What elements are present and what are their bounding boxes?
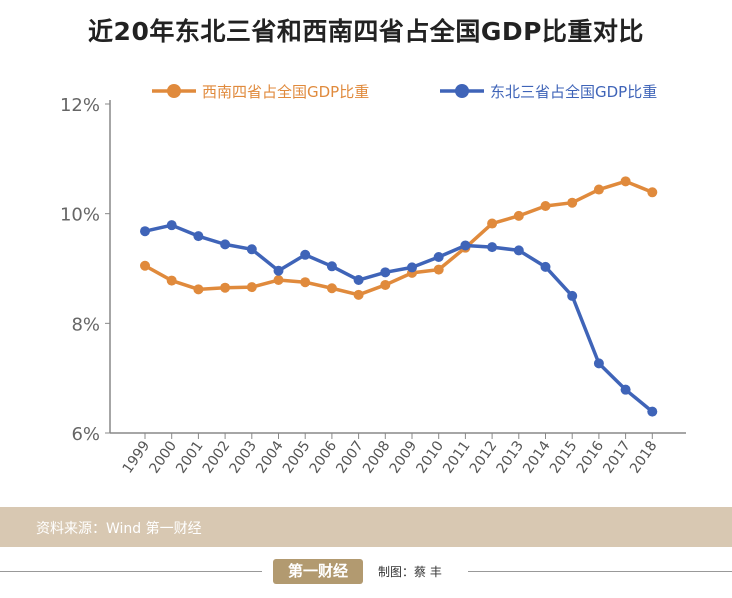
source-bar: 资料来源：Wind 第一财经	[0, 507, 732, 547]
data-point	[513, 210, 524, 221]
y-tick-label: 8%	[71, 314, 100, 335]
x-tick-label: 2016	[574, 438, 608, 476]
data-point	[647, 406, 658, 417]
data-point	[593, 358, 604, 369]
x-tick-label: 1999	[120, 438, 154, 476]
x-tick-label: 2017	[600, 438, 634, 476]
data-point	[353, 275, 364, 286]
y-tick-label: 12%	[60, 95, 100, 116]
data-point	[620, 384, 631, 395]
data-point	[140, 260, 150, 271]
x-tick-label: 2006	[307, 438, 341, 476]
line-chart: 6%8%10%12%199920002001200220032004200520…	[60, 83, 686, 476]
data-point	[433, 264, 444, 275]
x-tick-label: 2002	[200, 438, 234, 476]
data-point	[273, 275, 284, 286]
data-point	[567, 197, 578, 208]
data-point	[353, 289, 364, 300]
x-tick-label: 2010	[413, 438, 447, 476]
x-tick-label: 2003	[227, 438, 261, 476]
data-point	[380, 279, 391, 290]
logo: 第一财经	[273, 559, 363, 584]
data-point	[620, 176, 631, 187]
x-tick-label: 2001	[173, 438, 207, 476]
x-tick-label: 2009	[387, 438, 421, 476]
source-text: 资料来源：Wind 第一财经	[36, 521, 202, 537]
data-point	[326, 261, 337, 272]
data-point	[380, 267, 391, 278]
x-tick-label: 2018	[627, 438, 661, 476]
series-line	[144, 179, 653, 297]
data-point	[140, 226, 150, 237]
x-tick-label: 2004	[253, 438, 287, 476]
data-point	[407, 262, 417, 273]
legend-label: 东北三省占全国GDP比重	[490, 83, 657, 101]
y-tick-label: 6%	[71, 424, 100, 445]
data-point	[193, 231, 204, 242]
x-tick-label: 2014	[520, 438, 554, 476]
data-point	[326, 283, 337, 294]
x-tick-label: 2013	[494, 438, 528, 476]
data-point	[647, 187, 658, 198]
data-point	[246, 244, 257, 255]
data-point	[487, 218, 498, 229]
x-tick-label: 2015	[547, 438, 581, 476]
data-point	[540, 261, 551, 272]
data-point	[300, 277, 311, 288]
data-point	[246, 282, 257, 293]
data-point	[513, 245, 524, 256]
divider	[468, 571, 732, 572]
series-line	[144, 223, 654, 413]
chart-title: 近20年东北三省和西南四省占全国GDP比重对比	[88, 17, 644, 46]
data-point	[433, 251, 444, 262]
data-point	[487, 242, 498, 253]
y-tick-label: 10%	[60, 205, 100, 226]
legend-marker	[167, 84, 181, 98]
data-point	[220, 282, 231, 293]
x-tick-label: 2005	[280, 438, 314, 476]
data-point	[166, 275, 177, 286]
data-point	[220, 239, 231, 250]
legend-label: 西南四省占全国GDP比重	[202, 83, 369, 101]
x-tick-label: 2007	[333, 438, 367, 476]
data-point	[273, 265, 284, 276]
data-point	[567, 290, 578, 301]
data-point	[593, 184, 604, 195]
data-point	[166, 220, 177, 231]
x-tick-label: 2008	[360, 438, 394, 476]
data-point	[193, 284, 204, 295]
x-tick-label: 2012	[467, 438, 501, 476]
credit-text: 制图：蔡 丰	[378, 565, 442, 579]
data-point	[460, 240, 471, 251]
data-point	[300, 249, 311, 260]
legend-marker	[455, 84, 469, 98]
x-tick-label: 2011	[440, 438, 474, 476]
x-tick-label: 2000	[146, 438, 180, 476]
data-point	[540, 200, 551, 211]
divider	[0, 571, 262, 572]
